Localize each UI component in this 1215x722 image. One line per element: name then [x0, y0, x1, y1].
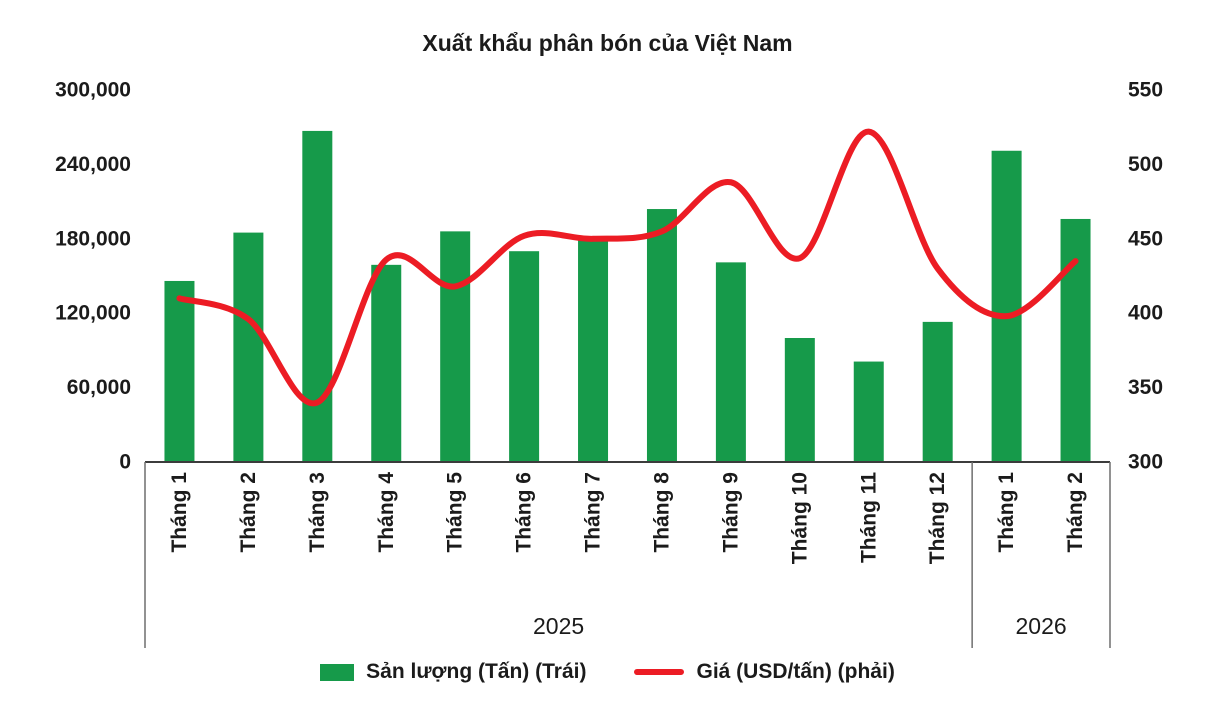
legend-item: Giá (USD/tấn) (phải)	[634, 660, 895, 684]
x-axis-year-label: 2026	[1015, 613, 1066, 639]
volume-bar	[371, 264, 402, 462]
volume-bar	[991, 150, 1022, 462]
volume-bar	[578, 240, 609, 462]
legend-bar-swatch-icon	[320, 663, 355, 681]
x-axis-month-label: Tháng 2	[237, 472, 260, 553]
volume-bar	[164, 280, 195, 462]
left-axis-tick-label: 300,000	[55, 79, 131, 102]
volume-bar	[715, 262, 746, 462]
left-axis-tick-label: 60,000	[67, 376, 131, 399]
x-axis-month-label: Tháng 5	[444, 472, 467, 553]
x-axis-month-label: Tháng 1	[168, 472, 191, 553]
right-axis-tick-label: 450	[1128, 227, 1163, 250]
right-axis-tick-label: 500	[1128, 153, 1163, 176]
legend-label: Sản lượng (Tấn) (Trái)	[366, 660, 587, 683]
chart-title: Xuất khẩu phân bón của Việt Nam	[422, 30, 793, 56]
volume-bar	[302, 130, 333, 463]
x-axis-month-label: Tháng 7	[582, 472, 605, 553]
x-axis-year-label: 2025	[533, 613, 584, 639]
right-axis-tick-label: 550	[1128, 79, 1163, 102]
right-axis-tick-label: 350	[1128, 376, 1163, 399]
volume-bar	[922, 321, 953, 462]
legend-line-swatch-icon	[634, 669, 685, 675]
left-axis-tick-label: 180,000	[55, 227, 131, 250]
legend-label: Giá (USD/tấn) (phải)	[696, 660, 895, 683]
x-axis-month-label: Tháng 1	[995, 472, 1018, 553]
right-axis-tick-label: 300	[1128, 451, 1163, 474]
x-axis-month-label: Tháng 6	[513, 472, 536, 553]
x-axis-month-label: Tháng 4	[375, 472, 398, 553]
left-axis-tick-label: 0	[119, 451, 131, 474]
volume-bar	[233, 232, 264, 462]
volume-bar	[853, 361, 884, 462]
legend-item: Sản lượng (Tấn) (Trái)	[320, 660, 586, 684]
left-axis-tick-label: 120,000	[55, 302, 131, 325]
volume-bar	[1060, 218, 1091, 462]
x-axis-month-label: Tháng 8	[650, 472, 673, 553]
volume-bar	[440, 231, 471, 462]
x-axis-month-label: Tháng 2	[1064, 472, 1087, 553]
chart-legend: Sản lượng (Tấn) (Trái) Giá (USD/tấn) (phả…	[0, 660, 1215, 684]
price-line	[176, 128, 1079, 407]
volume-bar	[784, 338, 815, 462]
x-axis-month-label: Tháng 3	[306, 472, 329, 553]
right-axis-tick-label: 400	[1128, 302, 1163, 325]
left-axis-tick-label: 240,000	[55, 153, 131, 176]
x-axis-month-label: Tháng 10	[788, 472, 811, 564]
volume-bar	[509, 251, 540, 462]
x-axis-month-label: Tháng 12	[926, 472, 949, 564]
x-axis-month-label: Tháng 11	[857, 472, 880, 563]
volume-bar	[646, 209, 677, 462]
x-axis-month-label: Tháng 9	[719, 472, 742, 553]
